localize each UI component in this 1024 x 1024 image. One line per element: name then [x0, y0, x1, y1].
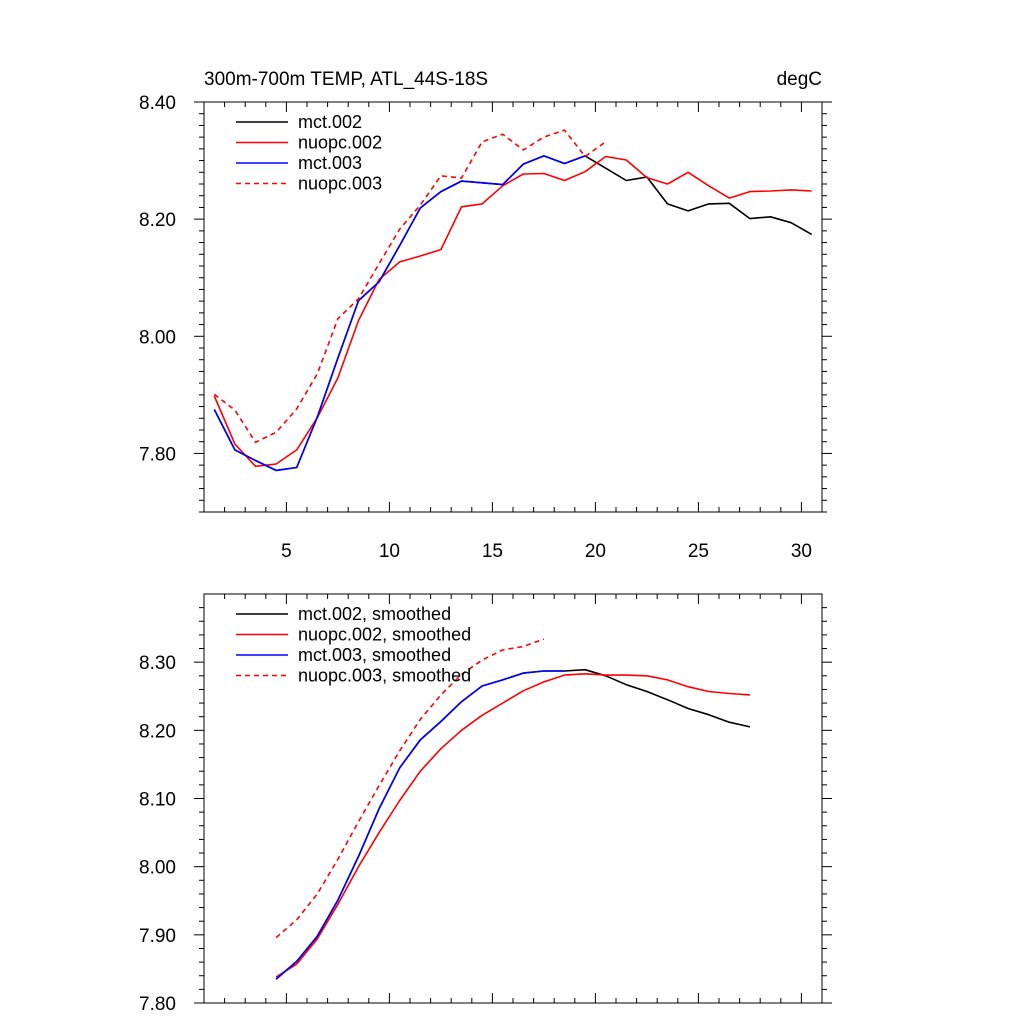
y-tick-label: 7.90 [139, 926, 176, 947]
chart-title: 300m-700m TEMP, ATL_44S-18S [204, 69, 488, 90]
y-tick-label: 8.10 [139, 790, 176, 811]
legend-label: mct.002 [298, 112, 362, 132]
series-line [213, 155, 812, 468]
plot-frame [203, 593, 823, 1004]
top-chart-panel: 300m-700m TEMP, ATL_44S-18S degC 5 10 15 20… [139, 69, 832, 562]
series-line [213, 155, 813, 472]
series-line [275, 668, 751, 980]
x-tick-label: 15 [482, 541, 503, 562]
y-tick-label: 7.80 [139, 444, 176, 465]
y-tick-label: 8.40 [139, 93, 176, 114]
legend-label: nuopc.002 [298, 133, 382, 153]
x-tick-label: 10 [379, 541, 400, 562]
legend-label: nuopc.003, smoothed [298, 666, 471, 686]
series-line [213, 155, 586, 472]
legend-label: nuopc.003 [298, 174, 382, 194]
legend-label: mct.002, smoothed [298, 604, 451, 624]
series-line [213, 129, 607, 444]
y-tick-label: 8.30 [139, 653, 176, 674]
series-line [275, 670, 565, 980]
series-line [275, 638, 545, 939]
legend-label: mct.003, smoothed [298, 645, 451, 665]
x-tick-label: 30 [791, 541, 812, 562]
y-tick-label: 8.00 [139, 327, 176, 348]
y-tick-label: 7.80 [139, 994, 176, 1015]
series-line [275, 672, 750, 978]
x-tick-label: 5 [281, 541, 292, 562]
y-tick-label: 8.20 [139, 210, 176, 231]
legend-label: mct.003 [298, 153, 362, 173]
chart-units: degC [777, 69, 822, 90]
y-tick-label: 8.00 [139, 858, 176, 879]
x-tick-label: 20 [585, 541, 606, 562]
bottom-chart-panel: 7.80 7.90 8.00 8.10 8.20 8.30 mct.002, smoothe… [139, 593, 832, 1015]
legend-label: nuopc.002, smoothed [298, 625, 471, 645]
x-tick-label: 25 [688, 541, 709, 562]
y-tick-label: 8.20 [139, 721, 176, 742]
